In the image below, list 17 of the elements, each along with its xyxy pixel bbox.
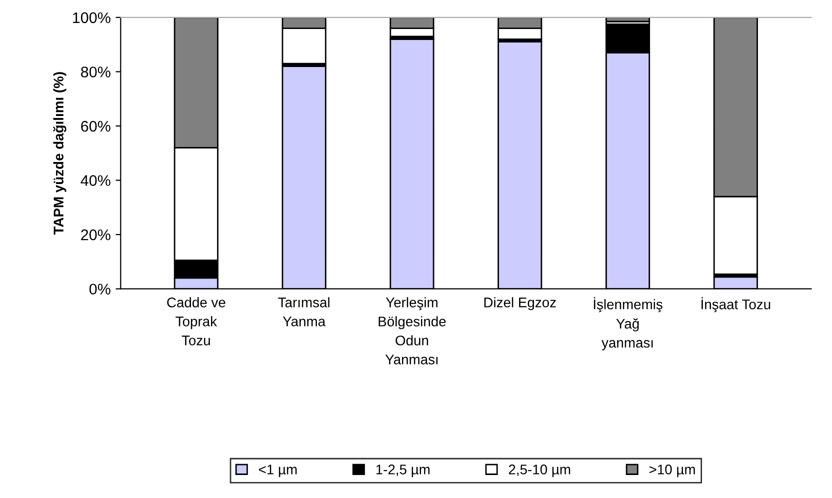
legend-label: >10 µm <box>649 464 695 478</box>
x-tick-label: Tarımsal Yanma <box>278 297 330 326</box>
y-tick-label: 40% <box>80 175 110 186</box>
y-tick-label: 60% <box>81 120 110 132</box>
y-tick-label: 20% <box>81 229 110 240</box>
y-axis-title: TAPM yüzde dağılımı (%) <box>53 72 66 235</box>
y-tick-label: 100% <box>73 12 110 24</box>
x-tick-label: Yerleşim Bölgesinde Odun Yanması <box>378 297 446 364</box>
x-tick-label: İşlenmemiş Yağ yanması <box>594 297 662 350</box>
y-tick-label: 0% <box>89 284 110 295</box>
legend-label: <1 µm <box>258 464 297 478</box>
legend-label: 2,5-10 µm <box>508 464 570 478</box>
y-tick-label: 80% <box>81 66 110 78</box>
legend-label: 1-2,5 µm <box>376 464 430 478</box>
x-tick-label: İnşaat Tozu <box>702 297 770 312</box>
x-tick-label: Cadde ve Toprak Tozu <box>167 297 226 346</box>
x-tick-label: Dizel Egzoz <box>484 297 556 310</box>
